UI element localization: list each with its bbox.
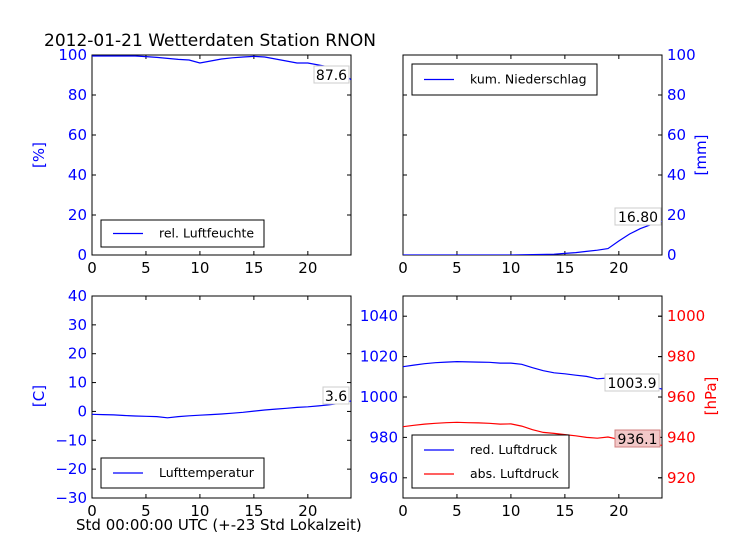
y-tick-label: 60 xyxy=(667,126,686,144)
x-tick-label: 0 xyxy=(398,502,408,520)
value-annotation: 87.6 xyxy=(316,68,347,84)
legend-label: Lufttemperatur xyxy=(159,465,255,480)
y-tick-label: 960 xyxy=(369,469,398,487)
x-tick-label: 15 xyxy=(555,502,574,520)
legend-box xyxy=(411,434,570,489)
y-tick-label: 1040 xyxy=(360,307,398,325)
y-tick-label: −30 xyxy=(55,489,87,507)
x-tick-label: 15 xyxy=(555,259,574,277)
value-annotation-box xyxy=(614,429,661,448)
y-tick-label: 20 xyxy=(68,345,87,363)
chart-humidity: 0 5 10 15 20 0 20 40 60 80 100 [%] rel. Luftfeuchte 8… xyxy=(30,46,352,277)
y-tick-label: 0 xyxy=(77,246,87,264)
y2-tick-label: 960 xyxy=(667,388,696,406)
y-axis-label: [%] xyxy=(30,142,48,168)
y-tick-label: 980 xyxy=(369,428,398,446)
y-tick-label: 80 xyxy=(667,86,686,104)
x-tick-label: 15 xyxy=(244,259,263,277)
x-tick-label: 5 xyxy=(141,502,151,520)
x-tick-label: 15 xyxy=(244,502,263,520)
y-tick-label: −20 xyxy=(55,460,87,478)
y-tick-label: 20 xyxy=(68,206,87,224)
legend-label: kum. Niederschlag xyxy=(470,72,587,87)
legend-label: red. Luftdruck xyxy=(470,442,558,457)
x-tick-label: 0 xyxy=(87,502,97,520)
y-tick-label: 0 xyxy=(77,402,87,420)
y-tick-label: 0 xyxy=(667,246,677,264)
y-tick-label: 20 xyxy=(667,206,686,224)
value-annotation: 3.6 xyxy=(325,389,347,405)
legend-label: rel. Luftfeuchte xyxy=(159,226,254,241)
y2-tick-label: 980 xyxy=(667,348,696,366)
value-annotation: 936.1 xyxy=(617,432,657,448)
y-tick-label: 1000 xyxy=(360,388,398,406)
value-annotation: 16.80 xyxy=(618,210,658,226)
y-tick-label: 30 xyxy=(68,316,87,334)
y-tick-label: 100 xyxy=(667,46,696,64)
y-tick-label: 10 xyxy=(68,374,87,392)
chart-precipitation: 0 5 10 15 20 0 20 40 60 80 100 [mm] kum. Niederschla… xyxy=(398,46,710,277)
value-annotation-box xyxy=(322,386,350,405)
y-tick-label: 1020 xyxy=(360,348,398,366)
x-tick-label: 0 xyxy=(87,259,97,277)
y-axis-label: [hPa] xyxy=(702,377,720,416)
chart-temperature: 0 5 10 15 20 −30 −20 −10 0 10 20 30 40 [C] Lufttempera… xyxy=(30,287,352,520)
x-tick-label: 10 xyxy=(501,259,520,277)
y2-tick-label: 940 xyxy=(667,428,696,446)
y-tick-label: 40 xyxy=(68,166,87,184)
value-annotation-box xyxy=(604,373,660,392)
y-tick-label: 80 xyxy=(68,86,87,104)
x-tick-label: 5 xyxy=(452,502,462,520)
x-tick-label: 5 xyxy=(141,259,151,277)
y-tick-label: 60 xyxy=(68,126,87,144)
y-axis-label: [mm] xyxy=(692,135,710,176)
x-tick-label: 20 xyxy=(609,502,628,520)
y-tick-label: 40 xyxy=(667,166,686,184)
x-tick-label: 5 xyxy=(452,259,462,277)
y-tick-label: 100 xyxy=(58,46,87,64)
x-tick-label: 10 xyxy=(190,259,209,277)
figure-title: 2012-01-21 Wetterdaten Station RNON xyxy=(44,31,376,51)
value-annotation-box xyxy=(614,207,662,226)
value-annotation: 1003.9 xyxy=(608,376,657,392)
x-tick-label: 20 xyxy=(298,259,317,277)
x-tick-label: 20 xyxy=(298,502,317,520)
value-annotation-box xyxy=(313,65,350,84)
x-tick-label: 10 xyxy=(190,502,209,520)
series-line xyxy=(92,400,351,419)
figure-x-axis-label: Std 00:00:00 UTC (+-23 Std Lokalzeit) xyxy=(76,516,362,534)
x-tick-label: 10 xyxy=(501,502,520,520)
y-axis-label: [C] xyxy=(30,385,48,407)
chart-pressure: 0 5 10 15 20 960 980 1000 1020 1040 920 940 960 980 10… xyxy=(360,295,720,520)
y2-tick-label: 920 xyxy=(667,469,696,487)
series-line xyxy=(92,55,351,81)
x-tick-label: 0 xyxy=(398,259,408,277)
y-tick-label: 40 xyxy=(68,287,87,305)
y2-tick-label: 1000 xyxy=(667,307,705,325)
x-tick-label: 20 xyxy=(609,259,628,277)
series-line xyxy=(403,220,662,255)
legend-label: abs. Luftdruck xyxy=(470,466,560,481)
y-tick-label: −10 xyxy=(55,431,87,449)
